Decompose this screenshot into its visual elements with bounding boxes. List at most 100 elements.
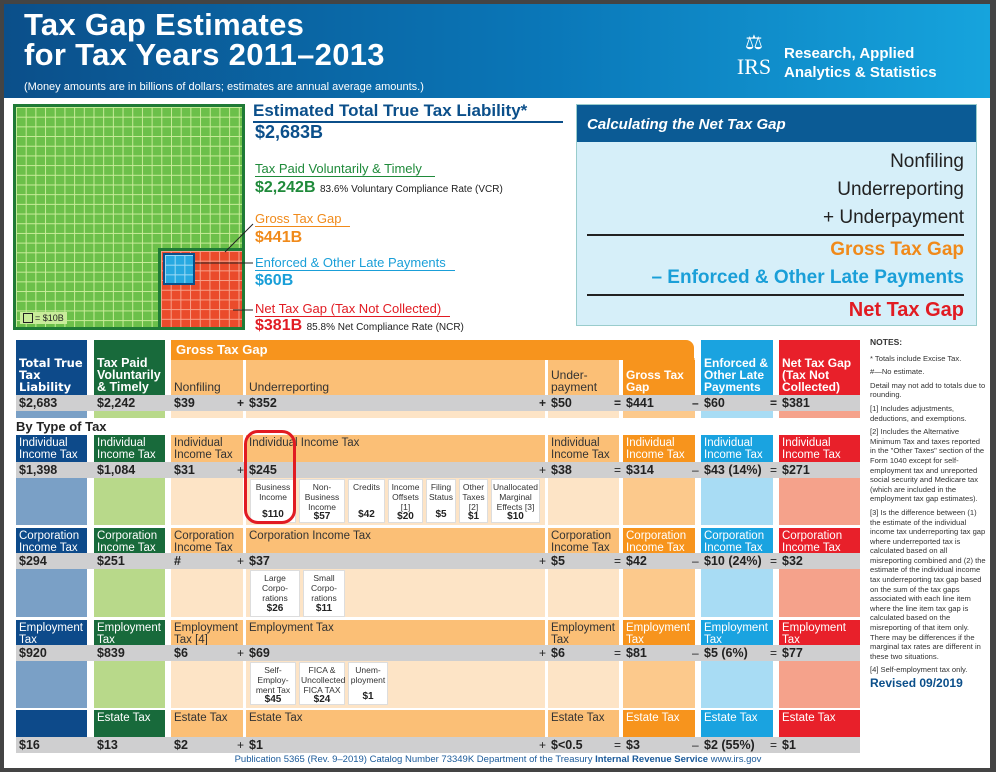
detail-value: $24 — [313, 694, 331, 705]
type-label-gross-gap: Corporation Income Tax — [623, 528, 695, 553]
value-nonfiling: $6 — [174, 646, 188, 660]
paid-label: Tax Paid Voluntarily & Timely — [255, 161, 435, 177]
value-underpayment: $38 — [551, 463, 572, 477]
header-underpayment: Under-payment — [548, 360, 619, 395]
operator: = — [614, 463, 622, 477]
value-gross-gap: $3 — [626, 738, 640, 752]
value-strip — [16, 462, 860, 478]
type-label-enforced: Estate Tax — [701, 710, 773, 737]
header-gross-gap: Gross Tax Gap — [623, 360, 695, 395]
header-net-gap: Net Tax Gap (Tax Not Collected) — [779, 340, 860, 395]
total-paid-voluntarily: $2,242 — [97, 396, 136, 410]
type-label-nonfiling: Estate Tax — [171, 710, 243, 737]
net-label: Net Tax Gap (Tax Not Collected) — [255, 301, 450, 317]
detail-label: Small Corpo-rations — [311, 573, 337, 603]
operator: + — [539, 646, 547, 660]
total-underpayment: $50 — [551, 396, 572, 410]
type-label-net-gap: Employment Tax — [779, 620, 860, 645]
irs-logo: ⚖ IRS — [732, 32, 776, 80]
net-tax-gap-panel: Calculating the Net Tax Gap Nonfiling Un… — [576, 104, 977, 326]
value-underreporting: $37 — [249, 554, 270, 568]
footer: Publication 5365 (Rev. 9–2019) Catalog N… — [234, 754, 762, 765]
value-total-liability: $920 — [19, 646, 47, 660]
detail-box: Credits $42 — [348, 479, 385, 523]
detail-box: Self-Employ-ment Tax $45 — [250, 662, 296, 705]
detail-label: Unem-ployment — [350, 665, 386, 685]
totals-strip — [16, 395, 860, 411]
total-net-gap: $381 — [782, 396, 810, 410]
value-underpayment: $<0.5 — [551, 738, 583, 752]
value-nonfiling: $2 — [174, 738, 188, 752]
detail-value: $42 — [358, 509, 375, 520]
type-label-underreporting: Corporation Income Tax — [246, 528, 545, 553]
value-gross-gap: $42 — [626, 554, 647, 568]
value-nonfiling: $31 — [174, 463, 195, 477]
value-total-liability: $1,398 — [19, 463, 58, 477]
total-total-liability: $2,683 — [19, 396, 58, 410]
type-label-net-gap: Individual Income Tax — [779, 435, 860, 462]
operator: = — [614, 738, 622, 752]
type-label-gross-gap: Employment Tax — [623, 620, 695, 645]
calc-underpayment: + Underpayment — [823, 207, 964, 228]
note-item: [3] Is the difference between (1) the es… — [870, 507, 986, 661]
operator: = — [770, 463, 778, 477]
value-strip — [16, 645, 860, 661]
total-underreporting: $352 — [249, 396, 277, 410]
operator: + — [539, 554, 547, 568]
type-label-underpayment: Corporation Income Tax — [548, 528, 619, 553]
value-underreporting: $69 — [249, 646, 270, 660]
detail-box: Income Offsets [1] $20 — [388, 479, 423, 523]
paid-value: $2,242B 83.6% Voluntary Compliance Rate … — [255, 179, 503, 196]
enforced-grid — [163, 253, 195, 285]
detail-value: $110 — [262, 509, 284, 520]
calc-net: Net Tax Gap — [848, 299, 964, 321]
operator: = — [770, 738, 778, 752]
detail-box: Small Corpo-rations $11 — [303, 570, 345, 617]
eagle-icon: ⚖ — [745, 32, 763, 54]
value-enforced: $10 (24%) — [704, 554, 762, 568]
enforced-label: Enforced & Other Late Payments — [255, 255, 455, 271]
operator: = — [770, 396, 778, 410]
highlight-circle — [244, 430, 296, 524]
detail-label: Income Offsets [1] — [391, 482, 420, 512]
type-label-nonfiling: Individual Income Tax — [171, 435, 243, 462]
type-label-total-liability — [16, 710, 87, 737]
detail-label: Filing Status — [428, 482, 454, 502]
grid-legend: = $10B — [20, 312, 67, 324]
value-total-liability: $294 — [19, 554, 47, 568]
value-strip — [16, 553, 860, 569]
type-label-total-liability: Individual Income Tax — [16, 435, 87, 462]
operator: + — [539, 396, 547, 410]
type-label-enforced: Corporation Income Tax — [701, 528, 773, 553]
operator: + — [237, 396, 245, 410]
operator: – — [692, 554, 699, 568]
detail-box: Unem-ployment $1 — [348, 662, 388, 705]
enforced-value: $60B — [255, 272, 294, 289]
type-label-paid-voluntarily: Employment Tax — [94, 620, 165, 645]
liability-grid — [13, 104, 245, 330]
operator: = — [614, 554, 622, 568]
banner: Tax Gap Estimates for Tax Years 2011–2013… — [4, 0, 990, 98]
value-underpayment: $5 — [551, 554, 565, 568]
type-label-underpayment: Estate Tax — [548, 710, 619, 737]
type-label-paid-voluntarily: Estate Tax — [94, 710, 165, 737]
type-label-total-liability: Corporation Income Tax — [16, 528, 87, 553]
header-underreporting: Underreporting — [246, 360, 545, 395]
type-label-nonfiling: Employment Tax [4] — [171, 620, 243, 645]
value-paid-voluntarily: $839 — [97, 646, 125, 660]
value-total-liability: $16 — [19, 738, 40, 752]
value-paid-voluntarily: $13 — [97, 738, 118, 752]
liability-label: Estimated Total True Tax Liability* — [253, 101, 528, 120]
value-underpayment: $6 — [551, 646, 565, 660]
detail-value: $26 — [266, 603, 284, 614]
calc-nonfiling: Nonfiling — [890, 151, 964, 172]
note-item: Detail may not add to totals due to roun… — [870, 380, 986, 400]
detail-label: Unallocated Marginal Effects [3] — [493, 482, 538, 512]
operator: + — [539, 738, 547, 752]
header-nonfiling: Nonfiling — [171, 360, 243, 395]
value-underreporting: $1 — [249, 738, 263, 752]
total-gross-gap: $441 — [626, 396, 654, 410]
liability-value: $2,683B — [255, 122, 324, 142]
revised-date: Revised 09/2019 — [870, 676, 963, 690]
type-label-total-liability: Employment Tax — [16, 620, 87, 645]
